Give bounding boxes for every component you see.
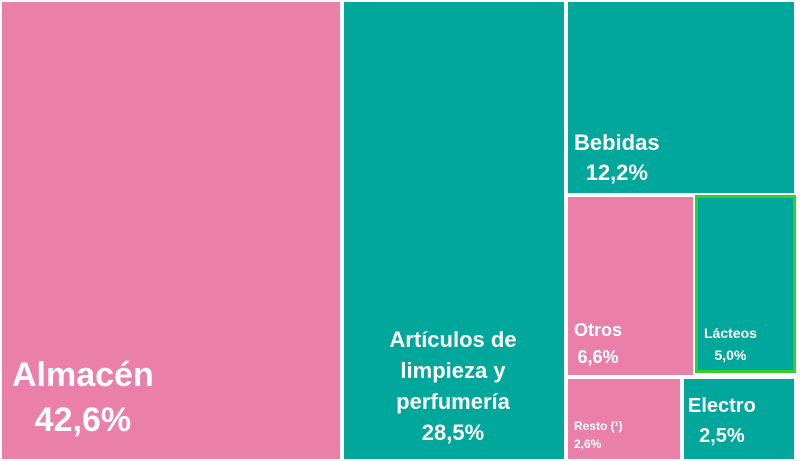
tile-label-bebidas: Bebidas 12,2% [574,128,660,188]
tile-name: Bebidas [574,130,660,155]
tile-resto[interactable]: Resto (¹) 2,6% [566,377,682,461]
tile-name: Resto (¹) [574,419,623,433]
tile-name: Otros [574,320,623,340]
tile-name: Lácteos [704,325,757,341]
tile-otros[interactable]: Otros 6,6% [566,195,695,377]
tile-electro[interactable]: Electro 2,5% [682,377,796,461]
tile-articulos-limpieza-perfumeria[interactable]: Artículos de limpieza y perfumería 28,5% [342,0,566,461]
tile-value: 12,2% [585,160,648,185]
tile-label-almacen: Almacén 42,6% [12,356,154,440]
tile-value: 5,0% [714,347,747,363]
tile-label-electro: Electro 2,5% [688,391,756,451]
tile-value: 42,6% [34,401,132,439]
tile-name: Artículos de limpieza y perfumería [389,327,517,414]
tile-value: 2,6% [574,437,602,451]
tile-label-otros: Otros 6,6% [574,317,622,371]
tile-label-articulos: Artículos de limpieza y perfumería 28,5% [344,324,562,448]
tile-label-resto: Resto (¹) 2,6% [574,417,623,453]
tile-value: 2,5% [699,425,745,447]
tile-lacteos[interactable]: Lácteos 5,0% [695,195,796,373]
tile-bebidas[interactable]: Bebidas 12,2% [566,0,796,195]
tile-almacen[interactable]: Almacén 42,6% [0,0,342,461]
tile-name: Almacén [12,356,154,394]
tile-value: 28,5% [421,420,485,445]
tile-value: 6,6% [577,347,619,367]
tile-label-lacteos: Lácteos 5,0% [704,322,757,366]
tile-name: Electro [688,395,756,417]
